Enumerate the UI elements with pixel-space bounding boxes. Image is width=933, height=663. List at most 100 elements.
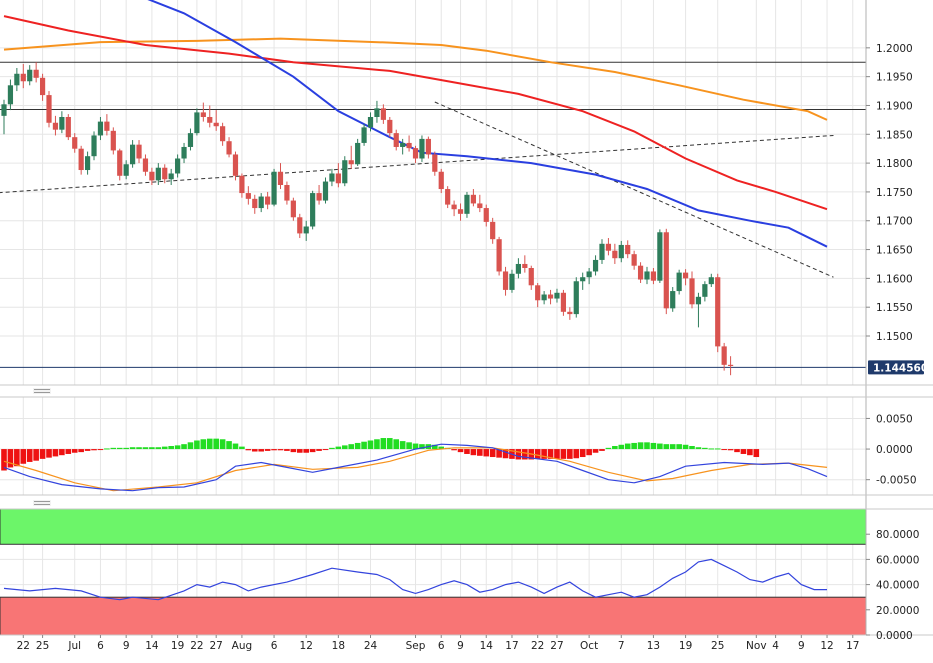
macd-histogram-bar — [669, 444, 676, 450]
candle-body — [52, 122, 59, 130]
macd-histogram-bar — [477, 449, 483, 456]
candle-body — [104, 121, 110, 131]
x-tick-label: Sep — [406, 640, 426, 652]
candle-body — [310, 193, 316, 227]
candle-body — [515, 263, 521, 274]
macd-histogram-bar — [451, 449, 457, 451]
macd-histogram-bar — [284, 449, 290, 451]
candle-body — [715, 277, 721, 347]
macd-histogram-bar — [200, 439, 207, 450]
macd-histogram-bar — [219, 439, 226, 450]
macd-histogram-bar — [464, 449, 470, 454]
macd-histogram-bar — [612, 446, 618, 450]
y-axis: 1.2000 1.1950 1.1900 1.1850 1.1800 1.1750 1.17… — [866, 43, 928, 642]
last-price-label: 1.144560 — [873, 362, 928, 374]
indicator-tick-label: 80.0000 — [876, 529, 919, 541]
x-tick-label: 6 — [271, 640, 278, 652]
macd-histogram-bar — [721, 449, 727, 451]
macd-histogram-bar — [194, 440, 200, 450]
candle-body — [181, 146, 187, 159]
macd-histogram-bar — [554, 449, 560, 459]
macd-histogram-bar — [264, 449, 271, 451]
macd-histogram-bar — [181, 444, 187, 450]
macd-tick-label: 0.0050 — [876, 413, 913, 425]
macd-histogram-bar — [277, 449, 284, 451]
candle-body — [625, 244, 631, 255]
macd-histogram-bar — [515, 449, 522, 460]
candle-body — [535, 285, 541, 301]
candle-body — [637, 265, 644, 280]
candle-body — [361, 127, 367, 143]
x-tick-label: 22 — [531, 640, 544, 652]
grip-area[interactable] — [33, 500, 51, 506]
indicator-tick-label: 0.0000 — [876, 630, 913, 642]
moving-average-line — [3, 15, 828, 211]
candle-body — [400, 142, 406, 147]
macd-histogram-bar — [605, 447, 612, 450]
x-tick-label: Aug — [232, 640, 253, 652]
grip-area[interactable] — [33, 388, 51, 394]
macd-histogram-bar — [374, 439, 380, 450]
candle-body — [618, 244, 624, 259]
candle-body — [464, 194, 470, 214]
macd-histogram-bar — [97, 449, 104, 451]
x-tick-label: 12 — [820, 640, 833, 652]
macd-histogram-bar — [657, 443, 663, 450]
panel-resize-handle[interactable] — [33, 500, 51, 506]
candle-body — [7, 85, 14, 105]
candle-body — [200, 112, 206, 117]
candle-body — [457, 209, 464, 214]
candle-body — [316, 193, 322, 201]
candle-body — [78, 148, 84, 171]
macd-histogram-bar — [727, 449, 734, 451]
x-tick-label: 19 — [171, 640, 184, 652]
macd-histogram-bar — [747, 449, 753, 456]
macd-histogram-bar — [226, 441, 232, 450]
macd-histogram-bar — [65, 449, 72, 454]
x-tick-label: 25 — [711, 640, 724, 652]
x-tick-label: 14 — [145, 640, 159, 652]
macd-histogram-bar — [579, 449, 586, 458]
macd-histogram-bar — [560, 449, 567, 459]
macd-histogram-bar — [168, 446, 174, 450]
candle-body — [580, 277, 586, 282]
macd-histogram-bar — [26, 449, 33, 462]
candle-body — [554, 292, 560, 299]
candle-body — [541, 294, 547, 301]
macd-tick-label: -0.0050 — [876, 475, 917, 487]
candle-body — [149, 171, 155, 181]
macd-histogram-bar — [149, 447, 155, 450]
macd-histogram-bar — [245, 449, 252, 451]
macd-histogram-bar — [438, 446, 445, 450]
candle-body — [528, 268, 534, 286]
macd-histogram-bar — [676, 444, 682, 450]
x-tick-label: 7 — [618, 640, 625, 652]
candle-body — [14, 73, 20, 86]
candle-body — [438, 171, 444, 190]
candle-body — [27, 69, 33, 82]
candle-body — [695, 296, 702, 305]
x-tick-label: Jul — [67, 640, 81, 652]
candle-body — [110, 130, 116, 151]
candle-body — [708, 277, 714, 285]
x-tick-label: 22 — [17, 640, 30, 652]
macd-histogram-bar — [33, 449, 39, 461]
panel-resize-handles[interactable] — [33, 388, 51, 506]
candle-body — [470, 194, 476, 204]
x-tick-label: 6 — [97, 640, 104, 652]
x-tick-label: 27 — [550, 640, 563, 652]
price-tick-label: 1.1650 — [876, 245, 913, 257]
panel-resize-handle[interactable] — [33, 388, 51, 394]
macd-histogram-bar — [335, 446, 342, 450]
x-tick-label: 9 — [457, 640, 464, 652]
macd-histogram-bar — [702, 447, 708, 450]
candle-body — [425, 138, 431, 155]
candle-body — [721, 346, 727, 365]
macd-histogram-bar — [316, 449, 322, 451]
macd-histogram-bar — [592, 449, 599, 453]
candle-body — [277, 171, 284, 186]
x-tick-label: 27 — [210, 640, 223, 652]
x-tick-label: 22 — [190, 640, 203, 652]
macd-histogram-bar — [155, 447, 162, 450]
